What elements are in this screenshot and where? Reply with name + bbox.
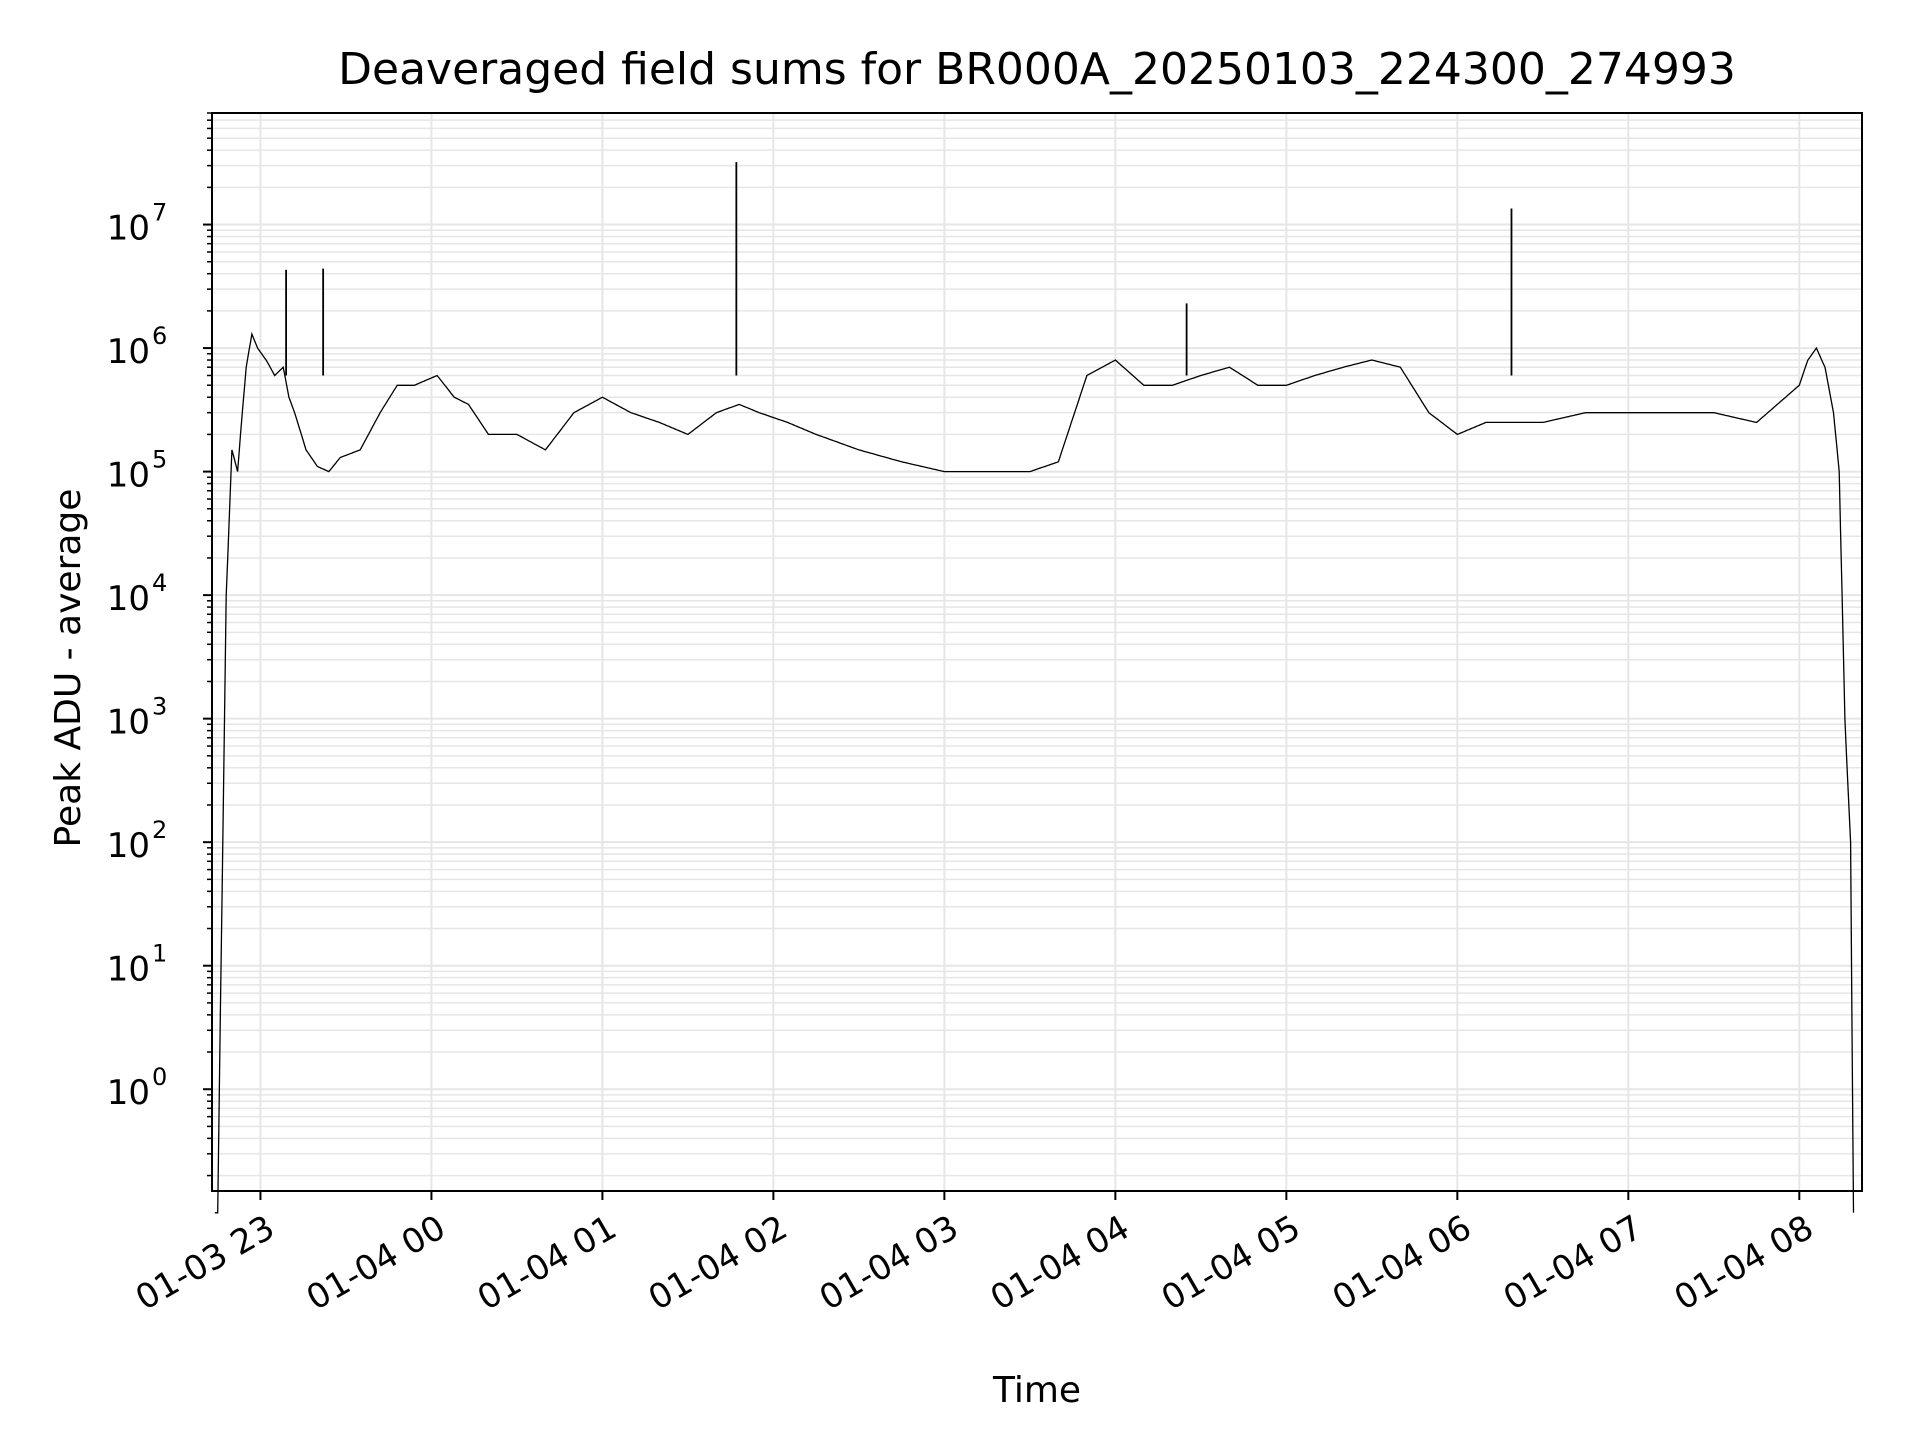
x-tick-label: 01-04 03 — [813, 1208, 965, 1319]
y-tick-exponent: 3 — [152, 693, 167, 721]
y-tick-label: 10 — [107, 332, 150, 372]
grid-lines — [212, 112, 1862, 1191]
y-tick-exponent: 7 — [152, 199, 167, 227]
y-tick-exponent: 0 — [152, 1063, 167, 1091]
x-tick-label: 01-04 01 — [471, 1208, 623, 1319]
y-tick-label: 10 — [107, 1073, 150, 1113]
y-tick-exponent: 2 — [152, 816, 167, 844]
y-tick-exponent: 5 — [152, 446, 167, 474]
y-tick-label: 10 — [107, 579, 150, 619]
y-tick-label: 10 — [107, 456, 150, 496]
x-tick-label: 01-04 07 — [1497, 1208, 1649, 1319]
y-tick-label: 10 — [107, 950, 150, 990]
x-tick-label: 01-04 05 — [1155, 1208, 1307, 1319]
x-tick-label: 01-04 02 — [642, 1208, 794, 1319]
series-line — [214, 331, 1855, 1214]
x-tick-label: 01-04 00 — [300, 1208, 452, 1319]
y-axis-label: Peak ADU - average — [48, 489, 89, 848]
x-axis-label: Time — [992, 1370, 1081, 1411]
y-tick-label: 10 — [107, 209, 150, 249]
y-tick-label: 10 — [107, 703, 150, 743]
chart-title: Deaveraged field sums for BR000A_2025010… — [338, 44, 1736, 95]
y-tick-exponent: 4 — [152, 569, 167, 597]
x-tick-label: 01-03 23 — [129, 1208, 281, 1319]
data-series — [214, 162, 1855, 1214]
y-tick-exponent: 6 — [152, 322, 167, 350]
x-tick-label: 01-04 06 — [1326, 1208, 1478, 1319]
y-tick-exponent: 1 — [152, 940, 167, 968]
plot-frame — [211, 112, 1863, 1192]
y-tick-label: 10 — [107, 826, 150, 866]
x-tick-label: 01-04 08 — [1668, 1208, 1820, 1319]
x-tick-label: 01-04 04 — [984, 1208, 1136, 1319]
